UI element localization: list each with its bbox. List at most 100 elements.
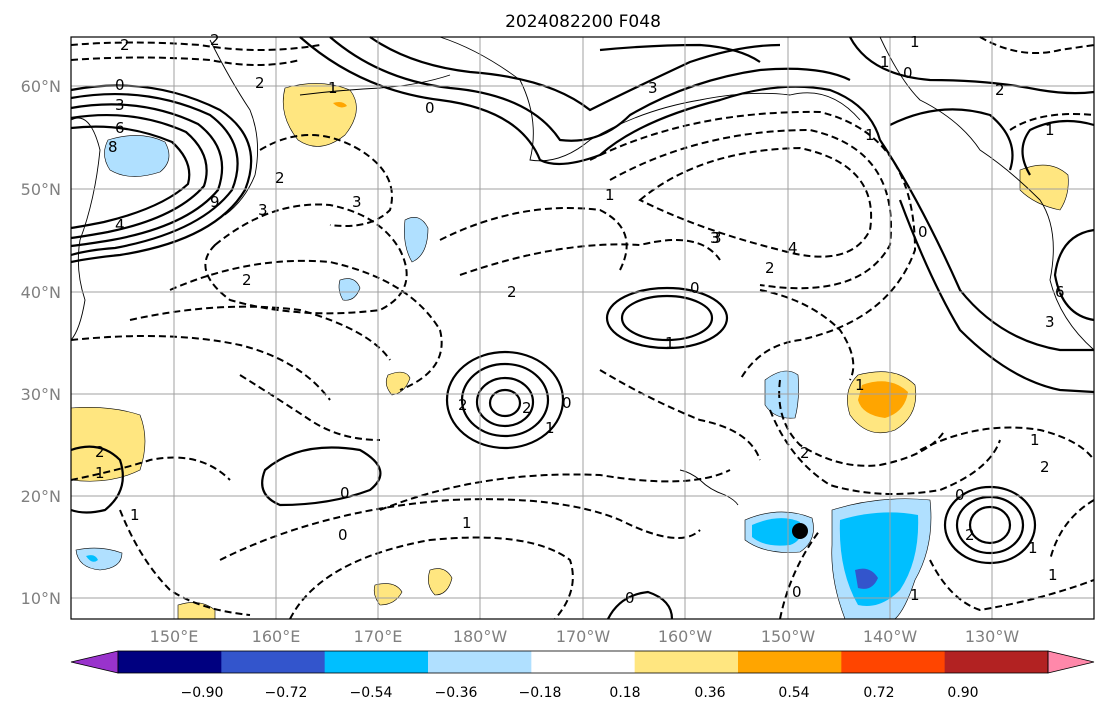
lon-label: 140°W (863, 627, 918, 646)
negative-contours (70, 36, 1095, 620)
contour-labels: 2 2 0 3 6 8 4 9 2 1 3 2 2 3 0 1 3 2 3 4 … (95, 31, 1065, 607)
contour-label: 2 (255, 74, 265, 92)
contour-label: 2 (1040, 458, 1050, 476)
colorbar-segment (738, 651, 842, 673)
lat-label: 50°N (21, 180, 61, 199)
colorbar-tick-label: 0.18 (609, 685, 640, 701)
colorbar-extend-low (70, 650, 119, 674)
contour-label: 2 (458, 396, 468, 414)
contour-label: 1 (1048, 566, 1058, 584)
contour-label: 1 (1045, 121, 1055, 139)
contour-label: 1 (130, 506, 140, 524)
colorbar-segment (634, 651, 739, 673)
colorbar-tick-label: −0.72 (265, 685, 308, 701)
colorbar (70, 650, 1095, 674)
contour-label: 1 (605, 186, 615, 204)
colorbar-segment (531, 651, 636, 673)
colorbar-tick-label: 0.54 (778, 685, 809, 701)
contour-label: 0 (918, 223, 928, 241)
lon-label: 160°W (658, 627, 713, 646)
contour-label: 1 (95, 464, 105, 482)
negative-anomaly-large-center (855, 568, 878, 589)
contour-label: 2 (765, 259, 775, 277)
contour-label: 3 (258, 201, 268, 219)
contour-label: 0 (338, 526, 348, 544)
colorbar-extend-high (1047, 650, 1095, 674)
contour-label: 4 (115, 216, 125, 234)
contour-label: 1 (462, 514, 472, 532)
colorbar-frame (117, 650, 1049, 674)
colorbar-tick-label: −0.54 (350, 685, 393, 701)
alaska-coast (439, 36, 861, 162)
positive-anomaly-small-3 (373, 583, 403, 606)
contour-label: 1 (910, 33, 920, 51)
kamchatka-coast (209, 39, 259, 216)
storm-center-marker (792, 523, 808, 539)
contour-label: 6 (115, 119, 125, 137)
asia-coast (70, 117, 101, 341)
contour-label: 1 (1030, 431, 1040, 449)
colorbar-tick-label: −0.36 (435, 685, 478, 701)
lon-label: 170°E (354, 627, 403, 646)
graticule (71, 37, 1094, 619)
contour-label: 3 (1045, 313, 1055, 331)
contour-label: 6 (1055, 283, 1065, 301)
lon-label: 130°W (965, 627, 1020, 646)
contour-label: 2 (275, 169, 285, 187)
contour-label: 2 (242, 271, 252, 289)
positive-contours (70, 36, 1095, 620)
latitude-labels: 60°N 50°N 40°N 30°N 20°N 10°N (21, 77, 61, 608)
negative-anomaly-small-2 (338, 278, 361, 301)
negative-anomaly-sw-core (86, 555, 98, 562)
contour-label: 0 (115, 76, 125, 94)
contour-label: 0 (425, 99, 435, 117)
lat-label: 30°N (21, 385, 61, 404)
colorbar-tick-label: −0.90 (181, 685, 224, 701)
contour-label: 2 (507, 283, 517, 301)
lat-label: 40°N (21, 283, 61, 302)
colorbar-segment (118, 651, 222, 673)
contour-label: 3 (352, 193, 362, 211)
colorbar-tick-labels: −0.90 −0.72 −0.54 −0.36 −0.18 0.18 0.36 … (181, 685, 979, 701)
contour-label: 3 (710, 229, 720, 247)
colorbar-tick-label: −0.18 (519, 685, 562, 701)
contour-label: 4 (788, 239, 798, 257)
colorbar-tick-label: 0.36 (694, 685, 725, 701)
contour-label: 2 (995, 81, 1005, 99)
colorbar-segment (944, 651, 1049, 673)
longitude-labels: 150°E 160°E 170°E 180°W 170°W 160°W 150°… (150, 627, 1020, 646)
contour-label: 2 (210, 31, 220, 49)
map-frame (70, 36, 1095, 620)
contour-label: 1 (545, 419, 555, 437)
lat-label: 60°N (21, 77, 61, 96)
negative-anomaly-mid (764, 370, 799, 419)
contour-label: 3 (648, 79, 658, 97)
lon-label: 160°E (252, 627, 301, 646)
figure-title: 2024082200 F048 (505, 12, 661, 32)
shaded-anomalies (70, 83, 1069, 620)
contour-label: 0 (690, 279, 700, 297)
contour-label: 1 (328, 79, 338, 97)
contour-label: 2 (95, 443, 105, 461)
contour-label: 2 (965, 526, 975, 544)
contour-label: 1 (665, 334, 675, 352)
positive-anomaly-core (333, 102, 347, 108)
lon-label: 170°W (556, 627, 611, 646)
positive-anomaly-small-2 (428, 568, 453, 596)
colorbar-tick-label: 0.90 (947, 685, 978, 701)
lat-label: 20°N (21, 487, 61, 506)
colorbar-segment (841, 651, 946, 673)
positive-anomaly-west (70, 407, 146, 482)
positive-anomaly-hurricane-core (858, 381, 908, 418)
colorbar-segment (324, 651, 429, 673)
lat-label: 10°N (21, 589, 61, 608)
contour-label: 9 (210, 193, 220, 211)
colorbar-segment (221, 651, 326, 673)
contour-label: 0 (562, 394, 572, 412)
contour-label: 0 (792, 583, 802, 601)
contour-label: 3 (115, 96, 125, 114)
positive-anomaly-nw (282, 83, 357, 147)
positive-anomaly-east (1019, 164, 1069, 211)
colorbar-segment (428, 651, 532, 673)
